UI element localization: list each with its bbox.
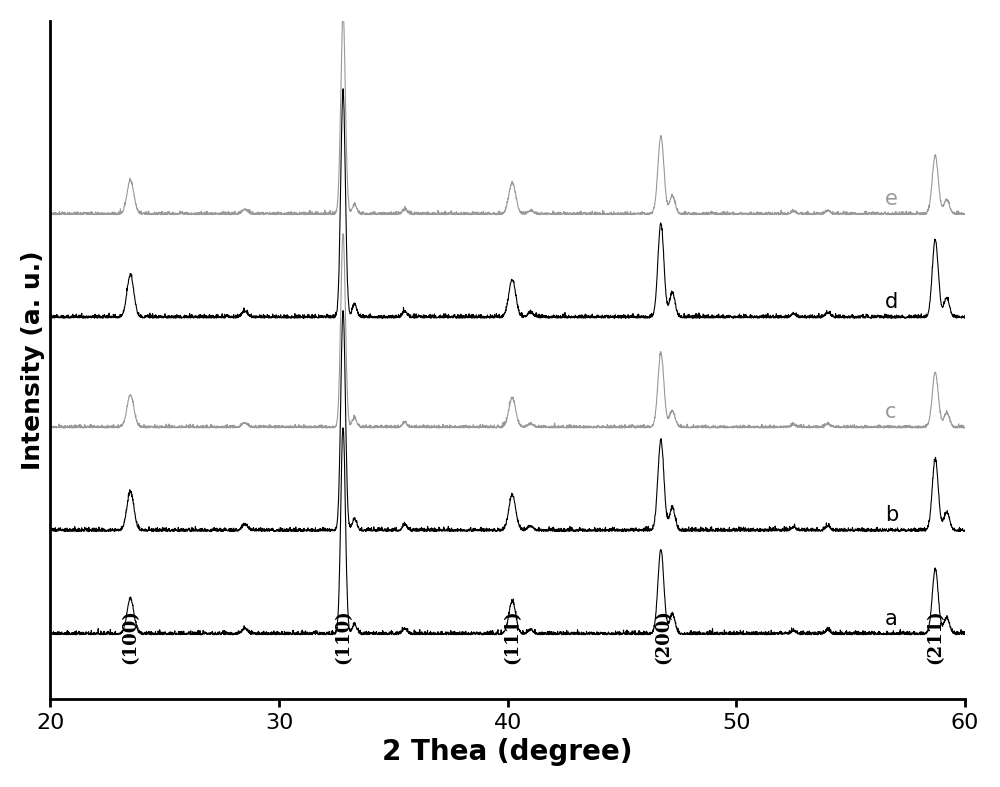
Y-axis label: Intensity (a. u.): Intensity (a. u.) <box>21 250 45 470</box>
Text: (211): (211) <box>926 609 944 664</box>
Text: c: c <box>885 402 896 422</box>
X-axis label: 2 Thea (degree): 2 Thea (degree) <box>382 738 633 767</box>
Text: a: a <box>885 608 898 629</box>
Text: (110): (110) <box>334 609 352 664</box>
Text: (100): (100) <box>121 609 139 664</box>
Text: (111): (111) <box>503 609 521 664</box>
Text: d: d <box>885 292 898 312</box>
Text: e: e <box>885 189 898 209</box>
Text: (200): (200) <box>654 609 672 664</box>
Text: b: b <box>885 505 898 525</box>
